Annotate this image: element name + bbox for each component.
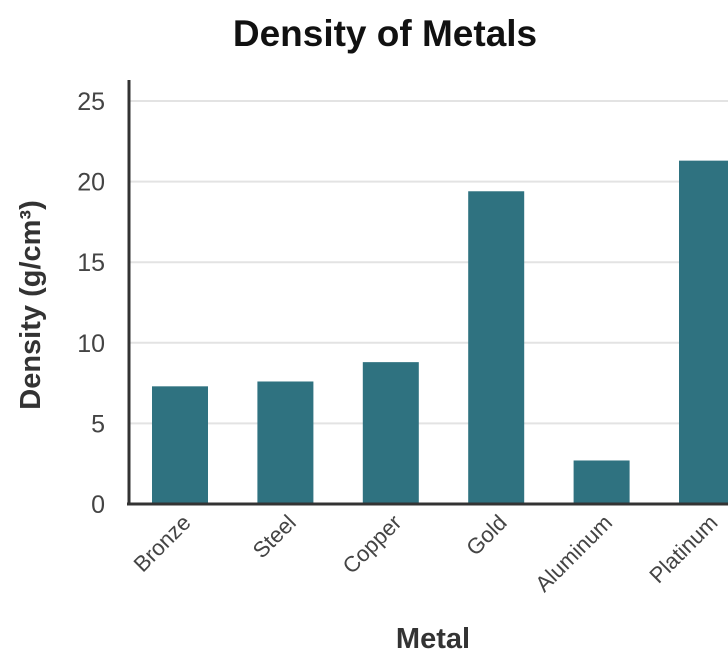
bar-gold (468, 191, 525, 504)
y-tick-label: 0 (91, 491, 105, 519)
x-tick-label-gold: Gold (461, 510, 512, 561)
y-tick-labels: 0 5 10 15 20 25 (77, 88, 105, 519)
y-tick-label: 5 (91, 410, 105, 438)
y-tick-label: 20 (77, 169, 105, 197)
y-tick-label: 15 (77, 249, 105, 277)
y-tick-label: 25 (77, 88, 105, 116)
x-tick-label-copper: Copper (338, 510, 407, 579)
bars (152, 160, 728, 505)
y-tick-label: 10 (77, 330, 105, 358)
x-tick-label-steel: Steel (248, 510, 301, 563)
bar-platinum (679, 160, 728, 505)
x-tick-label-platinum: Platinum (644, 510, 722, 588)
y-axis-title: Density (g/cm³) (15, 200, 47, 409)
bar-copper (362, 362, 419, 504)
x-tick-label-aluminum: Aluminum (530, 510, 617, 597)
x-axis-title: Metal (396, 623, 470, 655)
x-tick-labels: Bronze Steel Copper Gold Aluminum Platinum (129, 510, 723, 597)
bar-bronze (152, 386, 208, 504)
x-tick-label-bronze: Bronze (129, 510, 196, 577)
bar-steel (257, 381, 314, 504)
bar-aluminum (573, 460, 630, 504)
gridlines (129, 100, 728, 425)
chart-title: Density of Metals (233, 13, 537, 54)
